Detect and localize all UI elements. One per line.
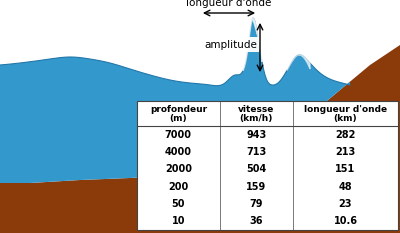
Text: 943: 943 (246, 130, 266, 140)
Text: 151: 151 (335, 164, 356, 174)
Text: 4000: 4000 (165, 147, 192, 157)
Text: 79: 79 (250, 199, 263, 209)
Polygon shape (243, 18, 262, 71)
Text: 504: 504 (246, 164, 266, 174)
Polygon shape (0, 18, 350, 183)
Text: 48: 48 (339, 182, 352, 192)
Text: 159: 159 (246, 182, 266, 192)
Text: 2000: 2000 (165, 164, 192, 174)
Text: (km/h): (km/h) (240, 114, 273, 123)
Text: longueur d'onde: longueur d'onde (304, 105, 387, 114)
Text: profondeur: profondeur (150, 105, 207, 114)
Text: (km): (km) (334, 114, 357, 123)
Text: amplitude: amplitude (204, 40, 257, 49)
Polygon shape (287, 55, 310, 70)
Text: vitesse: vitesse (238, 105, 274, 114)
Text: (m): (m) (170, 114, 187, 123)
Text: longueur d'onde: longueur d'onde (186, 0, 272, 8)
Text: 200: 200 (168, 182, 188, 192)
Bar (137, 101, 398, 230)
Polygon shape (0, 45, 400, 233)
Text: 10.6: 10.6 (334, 216, 358, 226)
Text: 50: 50 (172, 199, 185, 209)
Text: 713: 713 (246, 147, 266, 157)
Text: 7000: 7000 (165, 130, 192, 140)
Text: 213: 213 (335, 147, 356, 157)
Text: 282: 282 (335, 130, 356, 140)
Text: 36: 36 (250, 216, 263, 226)
Text: 10: 10 (172, 216, 185, 226)
Text: 23: 23 (339, 199, 352, 209)
